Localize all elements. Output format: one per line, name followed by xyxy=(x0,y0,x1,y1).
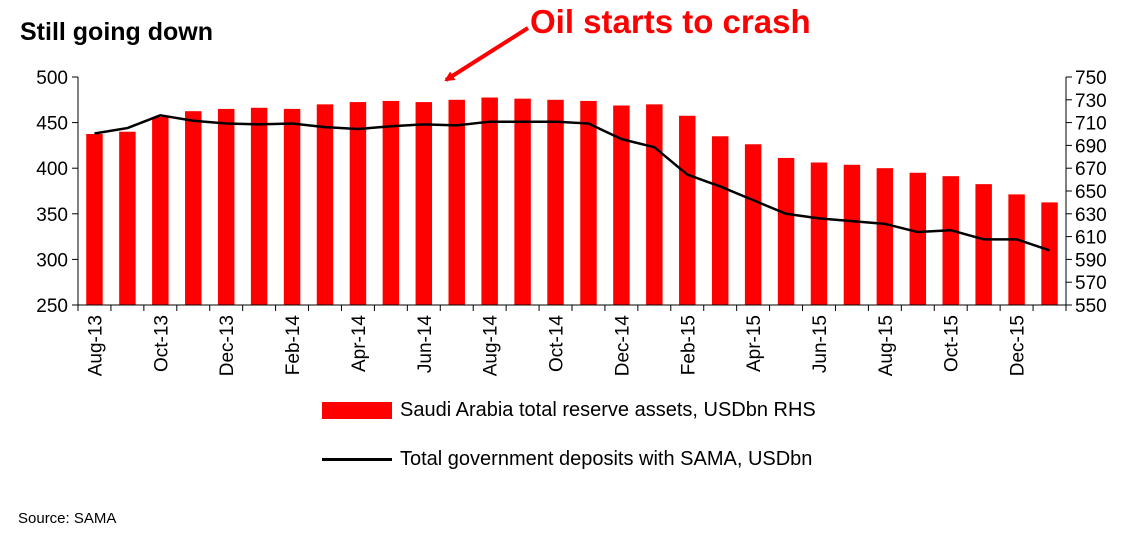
legend-line-swatch xyxy=(322,457,392,461)
bar xyxy=(448,99,465,305)
x-tick-label: Aug-13 xyxy=(85,315,106,376)
annotation-arrow xyxy=(444,26,530,82)
line-path xyxy=(94,114,1050,252)
right-tick-label: 730 xyxy=(1075,91,1107,112)
x-axis-labels: Aug-13 Oct-13 Dec-13 Feb-14 Apr-14 Jun-14 Aug-… xyxy=(85,315,1028,377)
x-tick-label: Oct-15 xyxy=(942,315,963,372)
line-series xyxy=(94,114,1050,252)
bar xyxy=(777,157,795,305)
bar xyxy=(942,176,959,305)
bar xyxy=(349,102,367,305)
right-tick-label: 650 xyxy=(1075,182,1107,203)
bar xyxy=(679,115,696,305)
right-tick-label: 610 xyxy=(1075,228,1107,249)
right-tick-label: 670 xyxy=(1075,159,1107,180)
left-tick-label: 300 xyxy=(36,250,68,271)
bar xyxy=(250,107,268,305)
bar xyxy=(1008,194,1025,305)
bar xyxy=(876,168,894,305)
bar xyxy=(86,134,103,305)
x-tick-label: Aug-15 xyxy=(876,315,897,376)
axes: 250 300 350 400 450 500 5505705906106306506706… xyxy=(36,68,1106,317)
x-tick-label: Feb-14 xyxy=(283,315,304,376)
legend-bar-label: Saudi Arabia total reserve assets, USDbn… xyxy=(400,398,816,421)
left-tick-label: 500 xyxy=(36,68,68,89)
x-tick-label: Oct-13 xyxy=(151,315,172,372)
x-tick-label: Apr-15 xyxy=(744,315,765,372)
x-tick-label: Oct-14 xyxy=(547,315,568,372)
right-tick-label: 750 xyxy=(1075,68,1107,89)
bar xyxy=(514,98,531,305)
bar xyxy=(810,162,828,305)
right-tick-label: 590 xyxy=(1075,250,1107,271)
x-tick-label: Apr-14 xyxy=(349,315,370,372)
bar xyxy=(975,184,992,305)
bar xyxy=(382,100,400,305)
left-tick-label: 450 xyxy=(36,114,68,135)
left-tick-label: 400 xyxy=(36,159,68,180)
bar xyxy=(152,116,169,306)
left-tick-label: 250 xyxy=(36,296,68,317)
bar xyxy=(843,164,861,305)
bar xyxy=(909,172,927,305)
bar xyxy=(711,136,729,305)
bar xyxy=(316,104,334,305)
right-tick-label: 630 xyxy=(1075,205,1107,226)
x-tick-label: Jun-15 xyxy=(810,315,831,373)
right-tick-label: 550 xyxy=(1075,296,1107,317)
bar xyxy=(185,111,202,305)
bar xyxy=(547,99,564,305)
bar xyxy=(119,131,136,305)
x-tick-label: Feb-15 xyxy=(678,315,699,375)
x-tick-label: Dec-15 xyxy=(1008,315,1029,376)
right-tick-label: 710 xyxy=(1075,114,1107,135)
annotation-label: Oil starts to crash xyxy=(530,3,811,40)
bar xyxy=(646,104,663,305)
bar xyxy=(580,100,597,305)
legend-line-label: Total government deposits with SAMA, USD… xyxy=(400,447,813,470)
right-tick-label: 570 xyxy=(1075,273,1107,294)
left-tick-label: 350 xyxy=(36,205,68,226)
bar xyxy=(217,108,235,305)
right-tick-label: 690 xyxy=(1075,136,1107,157)
annotation-arrow-line xyxy=(444,26,530,82)
bar xyxy=(283,108,301,305)
x-tick-label: Jun-14 xyxy=(415,315,436,374)
legend-bar-swatch xyxy=(322,401,392,419)
x-tick-label: Aug-14 xyxy=(481,315,502,377)
legend-line: Total government deposits with SAMA, USD… xyxy=(322,447,812,471)
chart-title: Still going down xyxy=(20,18,214,46)
bar xyxy=(415,102,433,305)
bar xyxy=(744,144,762,305)
bar xyxy=(1041,202,1058,305)
source-note: Source: SAMA xyxy=(18,510,117,527)
bar xyxy=(481,97,498,306)
bar xyxy=(613,105,630,305)
bar-series xyxy=(86,97,1058,306)
x-tick-label: Dec-14 xyxy=(612,315,633,377)
x-tick-label: Dec-13 xyxy=(217,315,238,376)
legend-bar: Saudi Arabia total reserve assets, USDbn… xyxy=(322,398,816,422)
